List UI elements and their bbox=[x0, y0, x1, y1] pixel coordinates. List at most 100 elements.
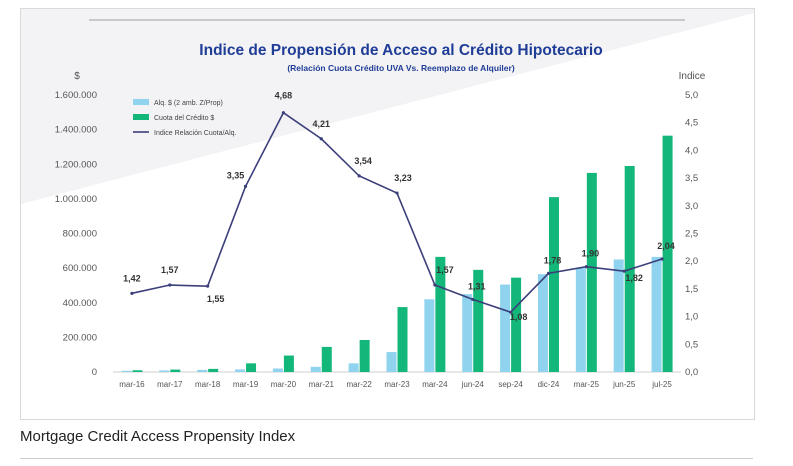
chart-subtitle: (Relación Cuota Crédito UVA Vs. Reemplaz… bbox=[287, 63, 514, 73]
bar-alquiler bbox=[159, 370, 170, 372]
x-tick-label: dic-24 bbox=[538, 380, 560, 389]
x-tick-label: mar-20 bbox=[271, 380, 297, 389]
chart-title: Indice de Propensión de Acceso al Crédit… bbox=[199, 42, 602, 59]
x-tick-label: mar-16 bbox=[119, 380, 145, 389]
y-right-tick-label: 0,5 bbox=[685, 339, 698, 350]
y-right-tick-label: 1,5 bbox=[685, 284, 698, 295]
y-right-tick-label: 0,0 bbox=[685, 367, 698, 378]
index-point bbox=[130, 291, 134, 295]
index-point bbox=[584, 265, 588, 269]
legend-swatch-alquiler bbox=[133, 99, 149, 105]
y-left-tick-label: 1.600.000 bbox=[55, 90, 97, 101]
bar-alquiler bbox=[575, 268, 586, 372]
y-right-tick-label: 4,5 bbox=[685, 118, 698, 129]
y-right-tick-label: 1,0 bbox=[685, 312, 698, 323]
index-point bbox=[395, 191, 399, 195]
y-right-tick-label: 5,0 bbox=[685, 90, 698, 101]
index-data-label: 1,08 bbox=[510, 312, 528, 322]
bar-cuota bbox=[170, 369, 181, 372]
x-tick-label: mar-23 bbox=[384, 380, 410, 389]
index-data-label: 1,90 bbox=[582, 249, 600, 259]
x-tick-label: sep-24 bbox=[498, 380, 523, 389]
index-point bbox=[622, 269, 626, 273]
y-left-tick-label: 1.400.000 bbox=[55, 125, 97, 136]
y-right-tick-label: 3,5 bbox=[685, 173, 698, 184]
x-tick-label: jun-24 bbox=[461, 380, 485, 389]
x-tick-label: mar-25 bbox=[574, 380, 600, 389]
bar-alquiler bbox=[235, 369, 246, 372]
bar-cuota bbox=[359, 339, 370, 372]
x-tick-label: mar-18 bbox=[195, 380, 221, 389]
bar-cuota bbox=[435, 256, 446, 372]
y-left-tick-label: 1.200.000 bbox=[55, 159, 97, 170]
x-tick-label: jun-25 bbox=[612, 380, 636, 389]
index-point bbox=[168, 283, 172, 287]
y-left-tick-label: 400.000 bbox=[63, 298, 97, 309]
index-data-label: 3,54 bbox=[354, 156, 372, 166]
legend-label-index: Indice Relación Cuota/Alq. bbox=[154, 130, 237, 137]
bar-alquiler bbox=[121, 370, 132, 372]
bar-cuota bbox=[511, 277, 522, 372]
index-data-label: 1,57 bbox=[436, 265, 454, 275]
y-right-tick-label: 4,0 bbox=[685, 145, 698, 156]
y-left-tick-label: 800.000 bbox=[63, 229, 97, 240]
bar-alquiler bbox=[348, 363, 359, 372]
bar-alquiler bbox=[651, 256, 662, 372]
bar-alquiler bbox=[310, 366, 321, 372]
bar-cuota bbox=[132, 370, 143, 372]
chart-frame: Indice de Propensión de Acceso al Crédit… bbox=[20, 8, 755, 420]
index-point bbox=[243, 184, 248, 189]
index-point bbox=[471, 297, 475, 302]
index-data-label: 1,31 bbox=[468, 281, 486, 291]
bar-cuota bbox=[321, 346, 332, 372]
bar-cuota bbox=[473, 269, 484, 372]
x-tick-label: mar-24 bbox=[422, 380, 448, 389]
index-point bbox=[206, 284, 210, 288]
index-point bbox=[281, 111, 285, 115]
background-shade bbox=[21, 13, 754, 419]
index-point bbox=[357, 174, 361, 178]
bar-cuota bbox=[208, 368, 219, 372]
index-point bbox=[660, 257, 664, 261]
index-data-label: 1,78 bbox=[544, 255, 562, 265]
bar-alquiler bbox=[197, 369, 208, 372]
index-data-label: 1,42 bbox=[123, 273, 141, 283]
bar-alquiler bbox=[462, 294, 473, 372]
y-right-tick-label: 2,5 bbox=[685, 229, 698, 240]
chart-svg: Indice de Propensión de Acceso al Crédit… bbox=[21, 13, 754, 419]
bar-cuota bbox=[246, 363, 257, 372]
bar-alquiler bbox=[272, 368, 283, 372]
bar-alquiler bbox=[500, 284, 511, 372]
bar-alquiler bbox=[537, 274, 548, 372]
index-data-label: 1,82 bbox=[625, 273, 643, 283]
index-data-label: 4,21 bbox=[313, 119, 331, 129]
x-tick-label: mar-19 bbox=[233, 380, 259, 389]
bar-alquiler bbox=[613, 259, 624, 372]
index-data-label: 1,57 bbox=[161, 265, 179, 275]
index-data-label: 2,04 bbox=[657, 241, 675, 251]
index-data-label: 3,23 bbox=[394, 173, 412, 183]
index-point bbox=[509, 310, 513, 314]
legend-label-alquiler: Alq. $ (2 amb. Z/Prop) bbox=[154, 100, 223, 107]
index-data-label: 4,68 bbox=[275, 91, 293, 101]
y-right-tick-label: 3,0 bbox=[685, 201, 698, 212]
index-point bbox=[546, 271, 551, 275]
y-left-tick-label: 200.000 bbox=[63, 332, 97, 343]
legend-swatch-cuota bbox=[133, 114, 149, 120]
legend-label-cuota: Cuota del Crédito $ bbox=[154, 115, 214, 122]
index-point bbox=[319, 137, 323, 141]
caption-divider bbox=[20, 458, 753, 459]
figure-caption: Mortgage Credit Access Propensity Index bbox=[20, 428, 296, 445]
bar-alquiler bbox=[386, 352, 397, 372]
index-data-label: 1,55 bbox=[207, 294, 225, 304]
y-left-tick-label: 1.000.000 bbox=[55, 194, 97, 205]
bar-cuota bbox=[397, 307, 408, 372]
y-left-label: $ bbox=[74, 71, 80, 82]
y-right-tick-label: 2,0 bbox=[685, 256, 698, 267]
index-point bbox=[433, 283, 437, 287]
y-right-label: Indice bbox=[679, 71, 706, 82]
x-tick-label: mar-17 bbox=[157, 380, 183, 389]
bar-alquiler bbox=[424, 299, 435, 372]
index-data-label: 3,35 bbox=[227, 170, 245, 180]
bar-cuota bbox=[662, 135, 673, 372]
